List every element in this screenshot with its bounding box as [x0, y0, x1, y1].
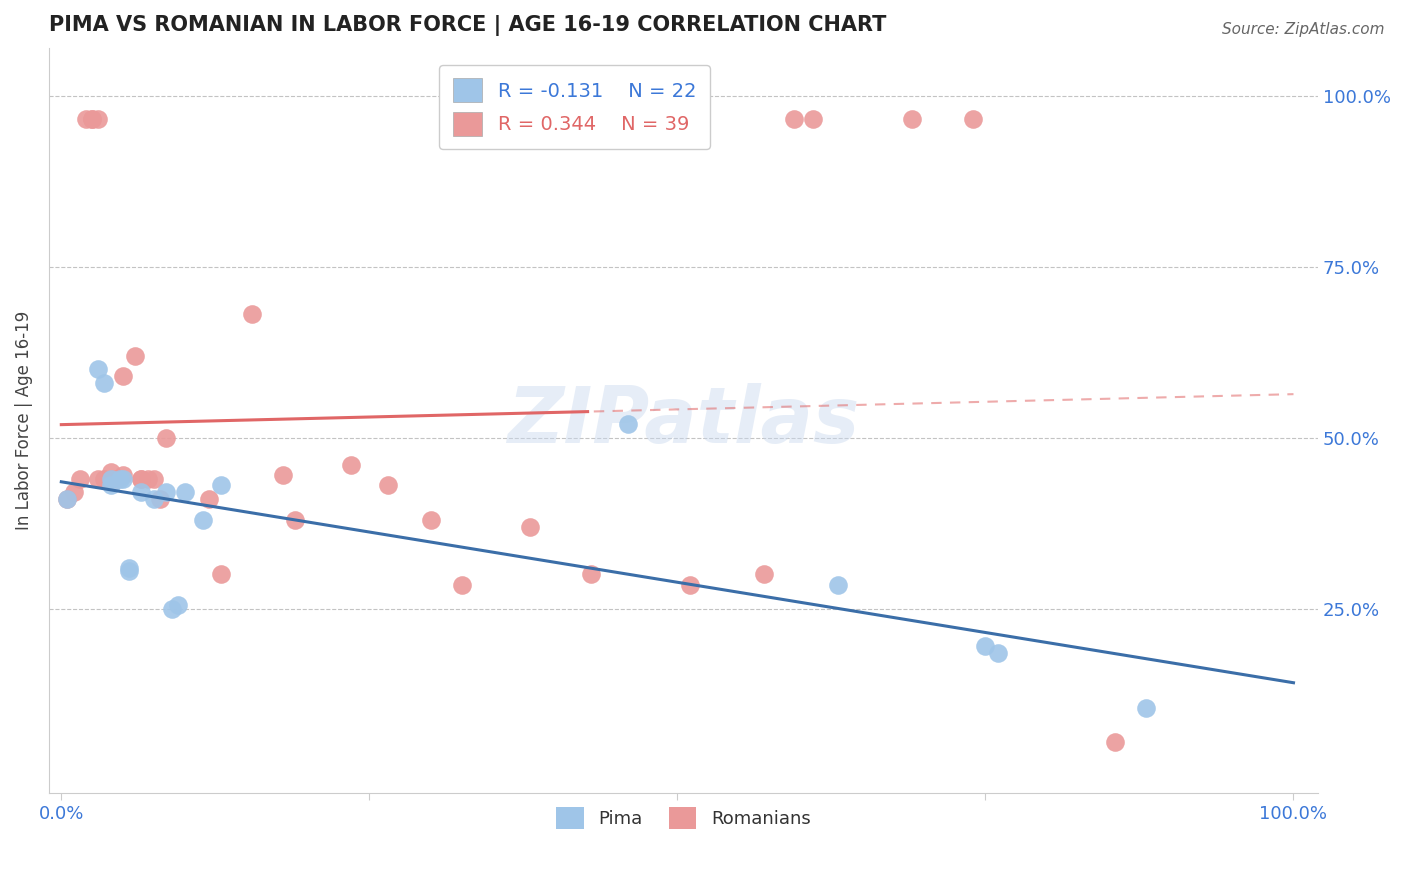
Point [93, 376, 115, 390]
Point [211, 567, 233, 582]
Point [56, 492, 79, 507]
Point [87, 472, 110, 486]
Point [87, 362, 110, 376]
Point [519, 519, 541, 533]
Point [136, 472, 159, 486]
Point [124, 349, 146, 363]
Point [118, 564, 141, 578]
Y-axis label: In Labor Force | Age 16-19: In Labor Force | Age 16-19 [15, 311, 32, 530]
Point [167, 598, 190, 612]
Point [100, 465, 122, 479]
Point [111, 468, 134, 483]
Point [1135, 701, 1157, 715]
Point [752, 567, 775, 582]
Point [82, 112, 104, 127]
Point [142, 492, 165, 507]
Point [69, 472, 91, 486]
Point [579, 567, 602, 582]
Point [191, 513, 214, 527]
Point [340, 458, 363, 472]
Point [900, 112, 922, 127]
Point [284, 513, 307, 527]
Point [962, 112, 984, 127]
Point [56, 492, 79, 507]
Point [131, 472, 153, 486]
Point [100, 478, 122, 492]
Point [271, 468, 294, 483]
Point [149, 492, 172, 507]
Point [198, 492, 221, 507]
Point [131, 485, 153, 500]
Text: Source: ZipAtlas.com: Source: ZipAtlas.com [1222, 22, 1385, 37]
Point [160, 601, 183, 615]
Point [1104, 735, 1126, 749]
Point [131, 472, 153, 486]
Point [111, 369, 134, 384]
Point [974, 640, 997, 654]
Point [155, 485, 177, 500]
Point [617, 417, 640, 431]
Point [240, 308, 263, 322]
Text: ZIPatlas: ZIPatlas [508, 383, 859, 458]
Point [450, 577, 472, 591]
Point [100, 472, 122, 486]
Point [82, 112, 104, 127]
Point [173, 485, 195, 500]
Point [827, 577, 849, 591]
Point [377, 478, 399, 492]
Point [420, 513, 443, 527]
Point [110, 472, 132, 486]
Point [987, 646, 1010, 660]
Text: PIMA VS ROMANIAN IN LABOR FORCE | AGE 16-19 CORRELATION CHART: PIMA VS ROMANIAN IN LABOR FORCE | AGE 16… [49, 15, 886, 36]
Point [62, 485, 84, 500]
Point [93, 472, 115, 486]
Point [105, 472, 128, 486]
Point [801, 112, 824, 127]
Point [87, 112, 110, 127]
Point [155, 431, 177, 445]
Point [111, 472, 134, 486]
Point [100, 472, 122, 486]
Point [679, 577, 702, 591]
Point [75, 112, 97, 127]
Point [783, 112, 806, 127]
Point [118, 560, 141, 574]
Legend: Pima, Romanians: Pima, Romanians [550, 800, 818, 837]
Point [211, 478, 233, 492]
Point [142, 472, 165, 486]
